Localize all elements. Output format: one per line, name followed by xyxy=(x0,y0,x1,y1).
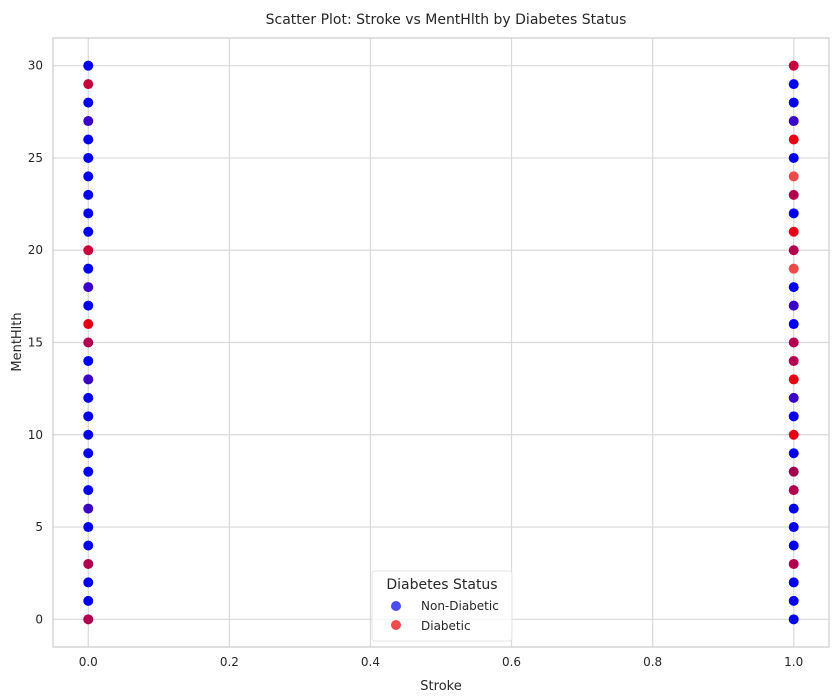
y-tick-label: 15 xyxy=(28,336,43,350)
legend-title: Diabetes Status xyxy=(386,577,497,593)
x-tick-label: 0.0 xyxy=(79,655,98,669)
x-tick-label: 0.8 xyxy=(643,655,662,669)
data-point xyxy=(788,97,799,108)
data-point xyxy=(788,522,799,533)
data-point xyxy=(83,97,94,108)
legend-label-diabetic: Diabetic xyxy=(421,619,471,633)
x-tick-label: 0.4 xyxy=(361,655,380,669)
data-point xyxy=(788,392,799,403)
grid-lines xyxy=(53,38,829,647)
data-point xyxy=(788,208,799,219)
data-point xyxy=(83,245,94,256)
legend: Diabetes Status Non-Diabetic Diabetic xyxy=(371,570,513,642)
y-axis-ticks: 0 5 10 15 20 25 30 xyxy=(28,59,43,627)
data-point xyxy=(83,189,94,200)
data-point xyxy=(788,79,799,90)
legend-box xyxy=(371,570,513,642)
plot-area-frame xyxy=(52,37,830,648)
y-tick-label: 30 xyxy=(28,59,43,73)
data-point xyxy=(83,374,94,385)
data-point xyxy=(83,448,94,459)
data-point xyxy=(788,355,799,366)
data-point xyxy=(83,540,94,551)
data-point xyxy=(788,226,799,237)
data-point xyxy=(83,522,94,533)
x-axis-ticks: 0.0 0.2 0.4 0.6 0.8 1.0 xyxy=(79,655,804,669)
data-point xyxy=(83,429,94,440)
data-point xyxy=(788,374,799,385)
x-tick-label: 0.2 xyxy=(220,655,239,669)
data-point xyxy=(83,577,94,588)
data-point xyxy=(83,392,94,403)
legend-label-non-diabetic: Non-Diabetic xyxy=(421,599,499,613)
data-point xyxy=(788,558,799,569)
y-tick-label: 5 xyxy=(35,520,43,534)
data-point xyxy=(788,134,799,145)
x-axis-label: Stroke xyxy=(420,679,461,694)
data-point xyxy=(83,208,94,219)
data-point xyxy=(83,558,94,569)
data-point xyxy=(83,79,94,90)
data-point xyxy=(83,60,94,71)
data-points xyxy=(83,60,799,625)
data-point xyxy=(788,152,799,163)
y-tick-label: 0 xyxy=(35,612,43,626)
data-point xyxy=(83,411,94,422)
x-tick-label: 0.6 xyxy=(502,655,521,669)
data-point xyxy=(788,429,799,440)
data-point xyxy=(83,171,94,182)
data-point xyxy=(788,171,799,182)
data-point xyxy=(788,189,799,200)
data-point xyxy=(788,540,799,551)
data-point xyxy=(83,485,94,496)
data-point xyxy=(788,448,799,459)
legend-marker-diabetic xyxy=(391,620,401,630)
data-point xyxy=(788,337,799,348)
data-point xyxy=(788,485,799,496)
y-tick-label: 20 xyxy=(28,243,43,257)
data-point xyxy=(788,466,799,477)
y-axis-label: MentHlth xyxy=(10,312,25,371)
data-point xyxy=(788,116,799,127)
data-point xyxy=(788,595,799,606)
chart-title: Scatter Plot: Stroke vs MentHlth by Diab… xyxy=(266,12,627,28)
data-point xyxy=(788,245,799,256)
data-point xyxy=(83,226,94,237)
legend-marker-non-diabetic xyxy=(391,601,401,611)
data-point xyxy=(788,263,799,274)
data-point xyxy=(83,116,94,127)
data-point xyxy=(83,595,94,606)
data-point xyxy=(83,466,94,477)
data-point xyxy=(788,300,799,311)
data-point xyxy=(83,355,94,366)
data-point xyxy=(788,411,799,422)
data-point xyxy=(83,300,94,311)
x-tick-label: 1.0 xyxy=(784,655,803,669)
data-point xyxy=(788,319,799,330)
data-point xyxy=(83,263,94,274)
data-point xyxy=(83,503,94,514)
y-tick-label: 10 xyxy=(28,428,43,442)
data-point xyxy=(83,152,94,163)
data-point xyxy=(83,337,94,348)
data-point xyxy=(83,319,94,330)
data-point xyxy=(788,60,799,71)
data-point xyxy=(83,282,94,293)
data-point xyxy=(83,614,94,625)
data-point xyxy=(788,503,799,514)
data-point xyxy=(788,577,799,588)
data-point xyxy=(788,282,799,293)
data-point xyxy=(83,134,94,145)
y-tick-label: 25 xyxy=(28,151,43,165)
data-point xyxy=(788,614,799,625)
